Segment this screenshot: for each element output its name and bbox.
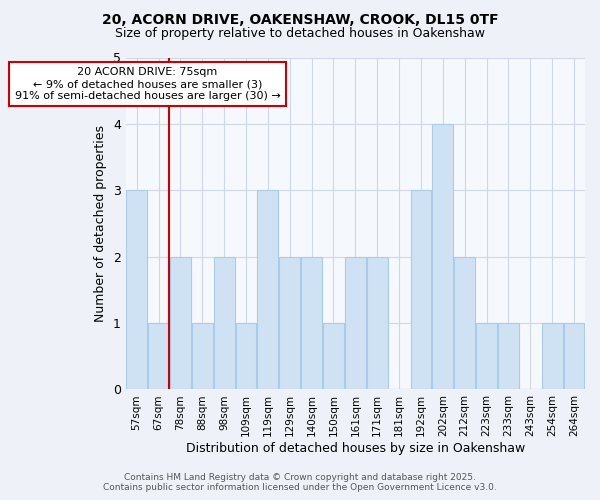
Bar	[323, 323, 344, 390]
Bar	[257, 190, 278, 390]
Bar	[367, 256, 388, 390]
Bar	[476, 323, 497, 390]
Bar	[563, 323, 584, 390]
Bar	[542, 323, 563, 390]
Bar	[301, 256, 322, 390]
Bar	[214, 256, 235, 390]
Bar	[498, 323, 519, 390]
Text: 20, ACORN DRIVE, OAKENSHAW, CROOK, DL15 0TF: 20, ACORN DRIVE, OAKENSHAW, CROOK, DL15 …	[101, 12, 499, 26]
Y-axis label: Number of detached properties: Number of detached properties	[94, 125, 107, 322]
Bar	[454, 256, 475, 390]
Bar	[126, 190, 147, 390]
Bar	[345, 256, 366, 390]
Bar	[192, 323, 212, 390]
Text: Size of property relative to detached houses in Oakenshaw: Size of property relative to detached ho…	[115, 28, 485, 40]
Text: Contains HM Land Registry data © Crown copyright and database right 2025.
Contai: Contains HM Land Registry data © Crown c…	[103, 473, 497, 492]
X-axis label: Distribution of detached houses by size in Oakenshaw: Distribution of detached houses by size …	[186, 442, 525, 455]
Text: 20 ACORN DRIVE: 75sqm
← 9% of detached houses are smaller (3)
91% of semi-detach: 20 ACORN DRIVE: 75sqm ← 9% of detached h…	[15, 68, 280, 100]
Bar	[280, 256, 300, 390]
Bar	[433, 124, 453, 390]
Bar	[236, 323, 256, 390]
Bar	[410, 190, 431, 390]
Bar	[170, 256, 191, 390]
Bar	[148, 323, 169, 390]
